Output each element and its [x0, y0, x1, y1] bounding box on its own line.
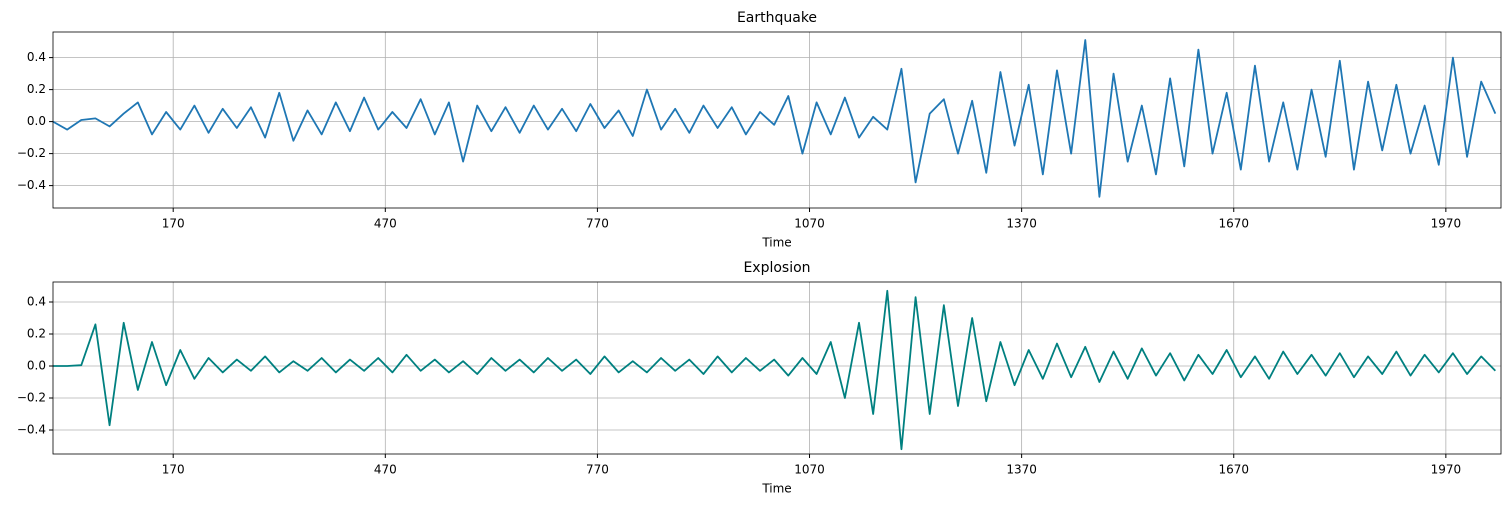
x-tick-label: 1970	[1431, 463, 1462, 477]
y-tick-label: −0.2	[17, 391, 46, 405]
x-tick-label: 1970	[1431, 217, 1462, 231]
x-tick-label: 1670	[1218, 463, 1249, 477]
x-tick-label: 170	[162, 217, 185, 231]
x-tick-label: 1370	[1006, 463, 1037, 477]
x-tick-label: 770	[586, 463, 609, 477]
x-tick-label: 1070	[794, 217, 825, 231]
axes-frame	[52, 281, 1502, 455]
x-axis-label: Time	[761, 236, 791, 250]
x-tick-label: 470	[374, 463, 397, 477]
y-tick-label: 0.4	[27, 295, 46, 309]
y-tick-label: −0.4	[17, 423, 46, 437]
x-axis-label: Time	[761, 482, 791, 496]
y-tick-label: −0.4	[17, 178, 46, 192]
y-tick-label: −0.2	[17, 146, 46, 160]
y-tick-label: 0.4	[27, 50, 46, 64]
x-tick-label: 170	[162, 463, 185, 477]
x-tick-label: 470	[374, 217, 397, 231]
chart-title: Explosion	[743, 260, 810, 276]
series-line	[52, 39, 1497, 198]
y-tick-label: 0.0	[27, 114, 46, 128]
series-line	[53, 289, 1496, 451]
x-tick-label: 1070	[794, 463, 825, 477]
chart-title: Earthquake	[737, 10, 817, 26]
y-tick-label: 0.0	[27, 359, 46, 373]
x-tick-label: 770	[586, 217, 609, 231]
x-tick-label: 1670	[1218, 217, 1249, 231]
y-tick-label: 0.2	[27, 82, 46, 96]
axes-frame	[52, 31, 1502, 209]
x-tick-label: 1370	[1006, 217, 1037, 231]
y-tick-label: 0.2	[27, 327, 46, 341]
